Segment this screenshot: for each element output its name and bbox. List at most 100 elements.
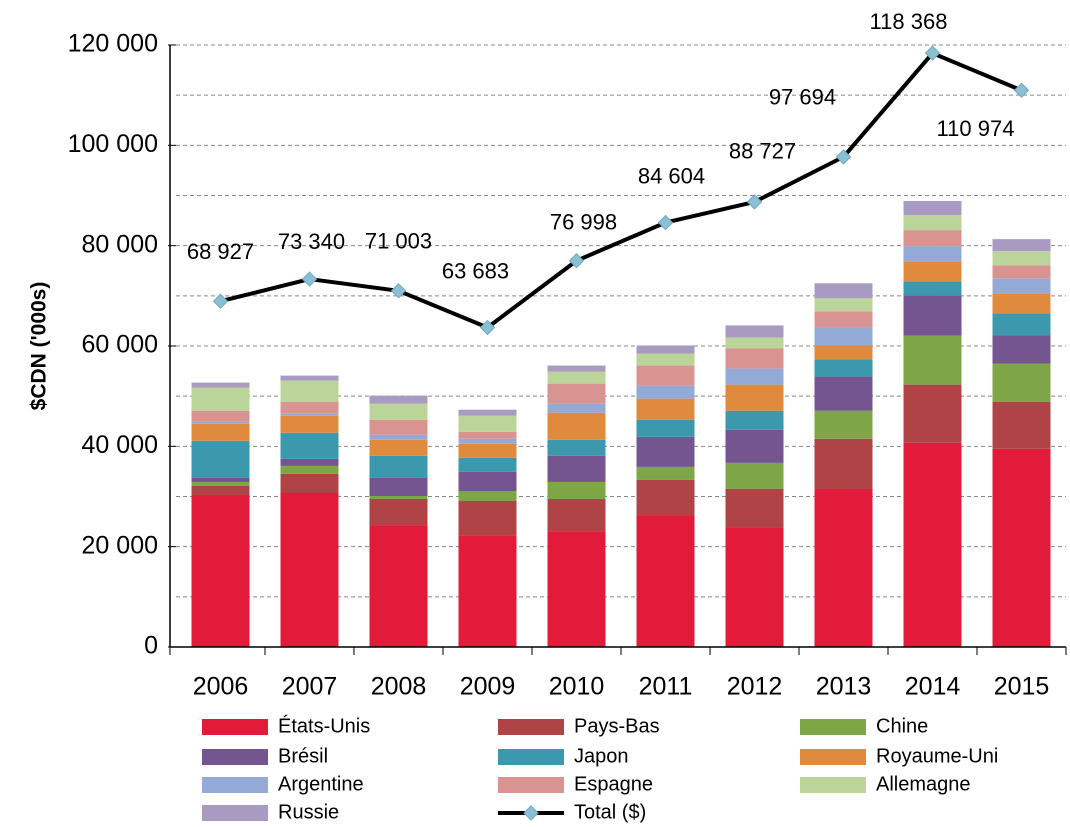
bar-segment xyxy=(547,455,606,482)
bar-segment xyxy=(903,261,962,282)
bar-segment xyxy=(636,398,695,420)
bar-segment xyxy=(280,458,339,466)
legend-label: Japon xyxy=(574,745,629,767)
x-tick-label: 2015 xyxy=(994,673,1050,701)
legend-swatch xyxy=(202,749,268,765)
bar-segment xyxy=(814,298,873,312)
bar-segment xyxy=(725,348,784,369)
bar-segment xyxy=(903,230,962,247)
bar-segment xyxy=(992,401,1051,449)
bar-segment xyxy=(191,410,250,422)
total-marker xyxy=(390,283,407,299)
bar-segment xyxy=(992,239,1051,252)
legend-swatch xyxy=(498,719,564,735)
bar-segment xyxy=(636,419,695,437)
y-tick-label: 40 000 xyxy=(82,431,158,459)
total-marker xyxy=(1013,82,1030,98)
x-tick-label: 2007 xyxy=(282,673,338,701)
bar-segment xyxy=(814,488,873,647)
bar-segment xyxy=(725,325,784,338)
bar-segment xyxy=(369,499,428,526)
bar-segment xyxy=(725,368,784,385)
legend-label: Royaume-Uni xyxy=(876,745,998,767)
bar-segment xyxy=(547,481,606,500)
x-tick-label: 2012 xyxy=(727,673,783,701)
bar-segment xyxy=(458,431,517,439)
bar-segment xyxy=(814,376,873,411)
bar-segment xyxy=(191,494,250,647)
bar-segment xyxy=(992,265,1051,279)
bar-segment xyxy=(458,535,517,647)
legend-swatch xyxy=(498,777,564,793)
bar-segment xyxy=(547,371,606,384)
bar-segment xyxy=(547,531,606,647)
legend-marker xyxy=(523,805,539,821)
bar-segment xyxy=(369,403,428,420)
data-label: 118 368 xyxy=(870,9,948,34)
bar-segment xyxy=(369,477,428,496)
bar-segment xyxy=(369,495,428,500)
x-tick-label: 2009 xyxy=(460,673,516,701)
data-label: 63 683 xyxy=(442,258,509,283)
bar-segment xyxy=(280,380,339,402)
total-marker xyxy=(746,194,763,210)
bar-segment xyxy=(280,401,339,414)
bar-segment xyxy=(636,479,695,516)
y-tick-label: 100 000 xyxy=(68,130,158,158)
bar-segment xyxy=(903,246,962,262)
data-label: 97 694 xyxy=(769,85,836,110)
bar-segment xyxy=(992,335,1051,364)
y-tick-label: 120 000 xyxy=(68,30,158,58)
y-tick-label: 0 xyxy=(144,632,158,660)
bar-segment xyxy=(458,501,517,536)
bar-segment xyxy=(280,465,339,474)
bar-segment xyxy=(636,466,695,480)
legend-swatch xyxy=(800,749,866,765)
bar-segment xyxy=(814,345,873,360)
bar-segment xyxy=(280,375,339,381)
bar-segment xyxy=(636,345,695,354)
bar-segment xyxy=(636,436,695,467)
bar-segment xyxy=(992,313,1051,336)
bar-segment xyxy=(280,473,339,493)
bar-segment xyxy=(369,525,428,647)
y-tick-label: 60 000 xyxy=(82,331,158,359)
bar-segment xyxy=(814,410,873,439)
y-tick-label: 20 000 xyxy=(82,531,158,559)
legend-label: Russie xyxy=(278,801,339,823)
bar-segment xyxy=(191,387,250,411)
legend-swatch xyxy=(202,805,268,821)
bar-segment xyxy=(903,295,962,336)
bar-segment xyxy=(369,439,428,456)
bar-segment xyxy=(191,477,250,482)
data-label: 73 340 xyxy=(278,229,345,254)
total-marker xyxy=(479,319,496,336)
bar-segment xyxy=(191,382,250,388)
total-marker xyxy=(301,271,318,287)
legend-swatch xyxy=(800,719,866,735)
bar-segment xyxy=(814,283,873,299)
bar-segment xyxy=(280,413,339,416)
bar-segment xyxy=(725,429,784,463)
total-marker xyxy=(212,293,229,309)
bar-segment xyxy=(814,359,873,377)
bar-segment xyxy=(547,383,606,404)
bar-segment xyxy=(903,201,962,216)
legend-label: Allemagne xyxy=(876,773,971,795)
bar-segment xyxy=(547,439,606,456)
bar-segment xyxy=(992,293,1051,314)
bar-segment xyxy=(458,409,517,416)
bar-segment xyxy=(458,471,517,491)
legend-label: Pays-Bas xyxy=(574,715,660,737)
legend-label: Brésil xyxy=(278,745,328,767)
bar-segment xyxy=(903,215,962,231)
legend-swatch xyxy=(498,749,564,765)
bar-segment xyxy=(903,335,962,385)
legend-swatch xyxy=(800,777,866,793)
bar-segment xyxy=(636,515,695,647)
bar-segment xyxy=(992,278,1051,294)
bar-segment xyxy=(725,337,784,349)
bar-segment xyxy=(725,462,784,489)
bar-segment xyxy=(903,384,962,443)
bar-segment xyxy=(547,412,606,440)
